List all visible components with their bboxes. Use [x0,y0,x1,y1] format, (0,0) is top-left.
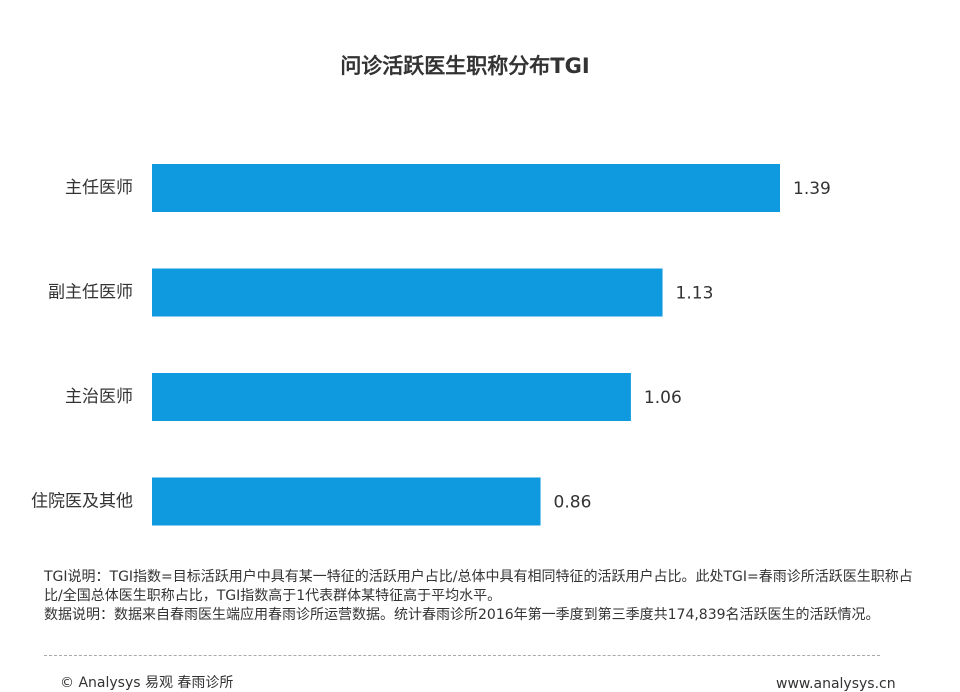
bar [152,373,631,421]
bar [152,268,663,317]
data-label: 1.06 [644,388,682,408]
bar [152,164,780,212]
y-tick-label: 住院医及其他 [31,492,133,512]
source: © Analysys 易观 春雨诊所 [60,675,234,691]
data-label: 0.86 [554,493,592,513]
chart-title: 问诊活跃医生职称分布TGI [340,54,589,78]
bar [152,477,541,526]
notes: TGI说明：TGI指数=目标活跃用户中具有某一特征的活跃用户占比/总体中具有相同… [44,568,924,625]
divider [44,655,880,656]
chart: 问诊活跃医生职称分布TGI 主任医师 1.39 副主任医师 1.13 主治医师 1.06 住… [31,54,831,526]
note: TGI说明：TGI指数=目标活跃用户中具有某一特征的活跃用户占比/总体中具有相同… [44,569,913,604]
url: www.analysys.cn [776,676,896,692]
y-tick-label: 主任医师 [65,178,133,198]
y-tick-label: 副主任医师 [48,283,133,303]
data-label: 1.13 [676,284,714,304]
note: 数据说明：数据来自春雨医生端应用春雨诊所运营数据。统计春雨诊所2016年第一季度… [44,607,880,623]
y-tick-label: 主治医师 [65,387,133,407]
data-label: 1.39 [793,179,831,199]
